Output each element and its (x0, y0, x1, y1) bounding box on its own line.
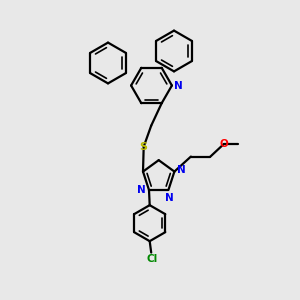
Text: Cl: Cl (146, 254, 158, 264)
Text: N: N (177, 165, 185, 175)
Text: N: N (137, 185, 146, 195)
Text: N: N (174, 81, 183, 91)
Text: S: S (140, 142, 148, 152)
Text: O: O (220, 139, 228, 149)
Text: N: N (165, 193, 173, 203)
